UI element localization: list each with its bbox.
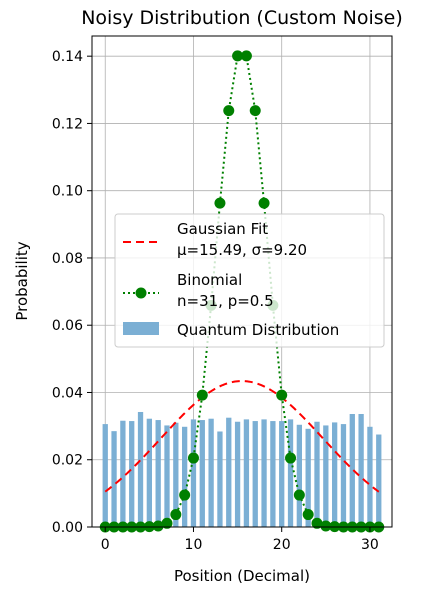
binomial-point (320, 520, 332, 532)
quantum-bar (164, 425, 170, 527)
legend: Gaussian Fit μ=15.49, σ=9.20 Binomial n=… (114, 213, 385, 348)
quantum-bar (226, 417, 232, 527)
quantum-bar (102, 424, 108, 527)
x-axis-label: Position (Decimal) (174, 567, 310, 585)
legend-binomial-label: Binomial (177, 271, 242, 289)
y-tick-label: 0.00 (52, 520, 83, 536)
y-tick-label: 0.04 (52, 385, 83, 401)
quantum-bar (287, 419, 294, 527)
binomial-point (214, 197, 226, 209)
quantum-bar (314, 421, 320, 527)
binomial-point (170, 509, 182, 521)
y-tick-label: 0.14 (52, 49, 83, 65)
quantum-bar (305, 428, 311, 527)
quantum-bar (376, 434, 382, 527)
y-tick-label: 0.10 (52, 184, 83, 200)
quantum-bar (252, 421, 258, 527)
quantum-bar (208, 418, 214, 527)
binomial-point (258, 197, 270, 209)
quantum-bar (199, 420, 205, 527)
quantum-bar (155, 420, 161, 527)
x-tick-label: 30 (361, 537, 379, 553)
y-axis-label: Probability (13, 241, 31, 320)
quantum-bar (243, 419, 250, 527)
plot-frame (91, 35, 393, 528)
y-tick-label: 0.08 (52, 251, 83, 267)
quantum-bar (261, 419, 267, 527)
quantum-bar (367, 426, 373, 527)
legend-binomial-params: n=31, p=0.5 (177, 292, 274, 310)
chart-title: Noisy Distribution (Custom Noise) (81, 7, 403, 29)
quantum-bar (279, 421, 285, 527)
quantum-bar (340, 424, 347, 527)
binomial-point (187, 452, 199, 464)
binomial-point (179, 489, 191, 501)
y-tick-label: 0.12 (52, 116, 83, 132)
legend-box (114, 213, 385, 348)
binomial-point (293, 489, 305, 501)
quantum-bar (270, 421, 276, 527)
y-tick-label: 0.02 (52, 453, 83, 469)
x-tick-label: 10 (185, 537, 203, 553)
binomial-point (196, 389, 208, 401)
quantum-bar (190, 419, 197, 527)
quantum-bar (129, 421, 135, 527)
binomial-point (302, 509, 314, 521)
legend-quantum-label: Quantum Distribution (177, 321, 339, 339)
quantum-bar (173, 422, 179, 527)
gaussian-fit-line (104, 380, 380, 493)
quantum-bar (234, 421, 241, 527)
x-tick-label: 0 (101, 537, 110, 553)
quantum-bar (146, 418, 152, 527)
quantum-bar (137, 411, 144, 527)
binomial-point (285, 452, 297, 464)
quantum-bar (358, 414, 364, 527)
binomial-point (152, 520, 164, 532)
binomial-point (276, 389, 288, 401)
legend-binomial-marker (135, 287, 147, 299)
quantum-bar (296, 424, 302, 527)
y-tick-label: 0.06 (52, 318, 83, 334)
quantum-bar (349, 414, 355, 527)
x-tick-label: 20 (273, 537, 291, 553)
quantum-bar (120, 420, 126, 527)
quantum-bar (217, 431, 223, 527)
legend-quantum-swatch (123, 322, 159, 335)
legend-gaussian-label: Gaussian Fit (177, 220, 268, 238)
quantum-bar (332, 422, 338, 527)
binomial-point (232, 50, 244, 62)
y-axis: 0.00 0.02 0.04 0.06 0.08 0.10 0.12 0.14 (52, 49, 92, 536)
quantum-bar (111, 431, 117, 527)
legend-gaussian-params: μ=15.49, σ=9.20 (177, 241, 307, 259)
quantum-bar (323, 425, 329, 527)
binomial-point (161, 517, 173, 529)
binomial-point (311, 517, 323, 529)
binomial-point (240, 50, 252, 62)
binomial-point (223, 105, 235, 117)
x-axis: 0 10 20 30 (101, 527, 379, 553)
quantum-bar (182, 426, 188, 527)
binomial-point (249, 105, 261, 117)
quantum-bars (102, 411, 382, 527)
